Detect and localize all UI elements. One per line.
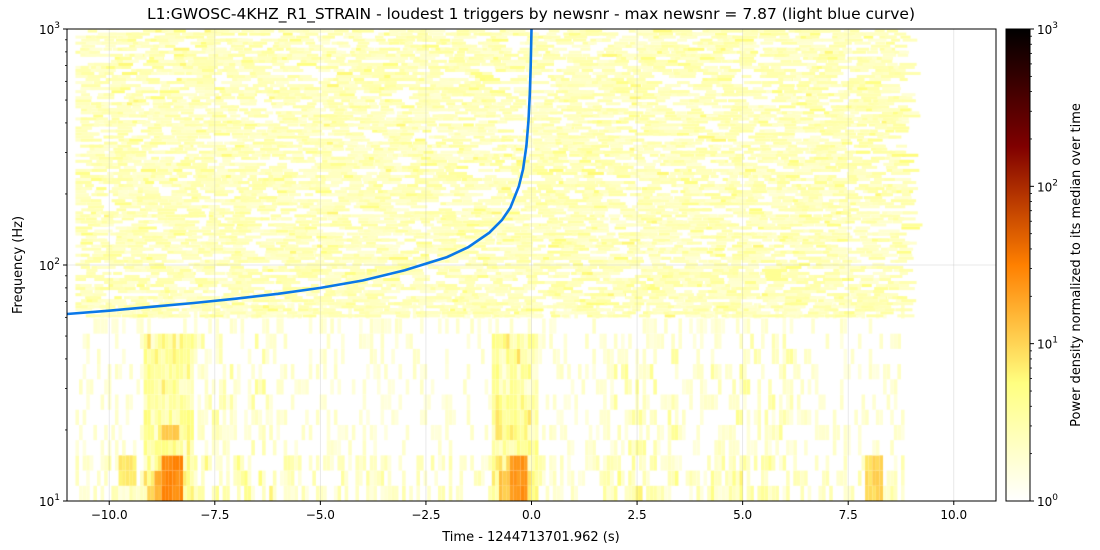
x-tick-label: −10.0 bbox=[91, 508, 128, 522]
y-axis-label: Frequency (Hz) bbox=[11, 216, 26, 314]
x-axis: −10.0 −7.5 −5.0 −2.5 0.0 2.5 5.0 7.5 10.0 bbox=[91, 501, 967, 522]
trigger-curve bbox=[66, 28, 533, 316]
colorbar-tick-label: 100 bbox=[1037, 493, 1058, 509]
x-tick-label: 7.5 bbox=[839, 508, 858, 522]
x-tick-label: 2.5 bbox=[628, 508, 647, 522]
colorbar-tick-label: 102 bbox=[1037, 178, 1058, 194]
colorbar-gradient bbox=[1005, 28, 1031, 502]
x-tick-label: −5.0 bbox=[306, 508, 335, 522]
x-tick-label: 10.0 bbox=[940, 508, 967, 522]
colorbar-label: Power density normalized to its median o… bbox=[1069, 103, 1084, 427]
plot-area bbox=[66, 28, 997, 502]
x-tick-label: 5.0 bbox=[733, 508, 752, 522]
colorbar-tick-label: 101 bbox=[1037, 336, 1058, 352]
colorbar-tick-label: 103 bbox=[1037, 21, 1058, 37]
spectrogram-heatmap bbox=[67, 29, 996, 501]
y-tick-label: 103 bbox=[39, 21, 60, 37]
x-axis-label: Time - 1244713701.962 (s) bbox=[441, 530, 619, 545]
colorbar-ticks: 100 101 102 103 bbox=[1030, 21, 1058, 509]
colorbar: 100 101 102 103 Power density normalized to… bbox=[1005, 21, 1084, 509]
x-tick-label: −2.5 bbox=[411, 508, 440, 522]
y-tick-label: 101 bbox=[39, 493, 60, 509]
x-tick-label: −7.5 bbox=[200, 508, 229, 522]
y-tick-label: 102 bbox=[39, 257, 60, 273]
chart-title: L1:GWOSC-4KHZ_R1_STRAIN - loudest 1 trig… bbox=[147, 5, 915, 24]
x-tick-label: 0.0 bbox=[522, 508, 541, 522]
y-axis: 101 102 103 bbox=[39, 21, 67, 509]
